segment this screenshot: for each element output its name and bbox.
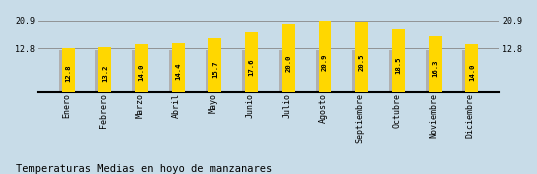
Text: 17.6: 17.6 <box>249 58 255 76</box>
Bar <box>279 50 292 92</box>
Text: Temperaturas Medias en hoyo de manzanares: Temperaturas Medias en hoyo de manzanare… <box>16 164 272 174</box>
Bar <box>389 50 402 92</box>
Bar <box>132 50 145 92</box>
Bar <box>245 32 258 92</box>
Bar <box>466 44 478 92</box>
Bar <box>98 47 111 92</box>
Bar <box>169 50 182 92</box>
Text: 20.5: 20.5 <box>359 54 365 71</box>
Bar <box>355 22 368 92</box>
Bar <box>172 43 185 92</box>
Text: 14.0: 14.0 <box>139 63 144 81</box>
Bar <box>462 50 475 92</box>
Bar <box>208 38 221 92</box>
Text: 13.2: 13.2 <box>102 64 108 82</box>
Bar <box>242 50 255 92</box>
Bar <box>62 48 75 92</box>
Bar <box>429 36 441 92</box>
Bar <box>282 24 295 92</box>
Bar <box>135 44 148 92</box>
Text: 20.0: 20.0 <box>285 55 291 72</box>
Text: 14.0: 14.0 <box>469 63 475 81</box>
Bar <box>59 50 71 92</box>
Text: 12.8: 12.8 <box>65 65 71 82</box>
Bar <box>352 50 365 92</box>
Text: 18.5: 18.5 <box>395 57 402 74</box>
Text: 14.4: 14.4 <box>175 63 181 80</box>
Bar <box>392 29 405 92</box>
Text: 15.7: 15.7 <box>212 61 218 78</box>
Bar <box>206 50 219 92</box>
Bar <box>426 50 439 92</box>
Bar <box>96 50 108 92</box>
Bar <box>318 21 331 92</box>
Text: 16.3: 16.3 <box>432 60 438 77</box>
Bar <box>316 50 329 92</box>
Text: 20.9: 20.9 <box>322 53 328 71</box>
